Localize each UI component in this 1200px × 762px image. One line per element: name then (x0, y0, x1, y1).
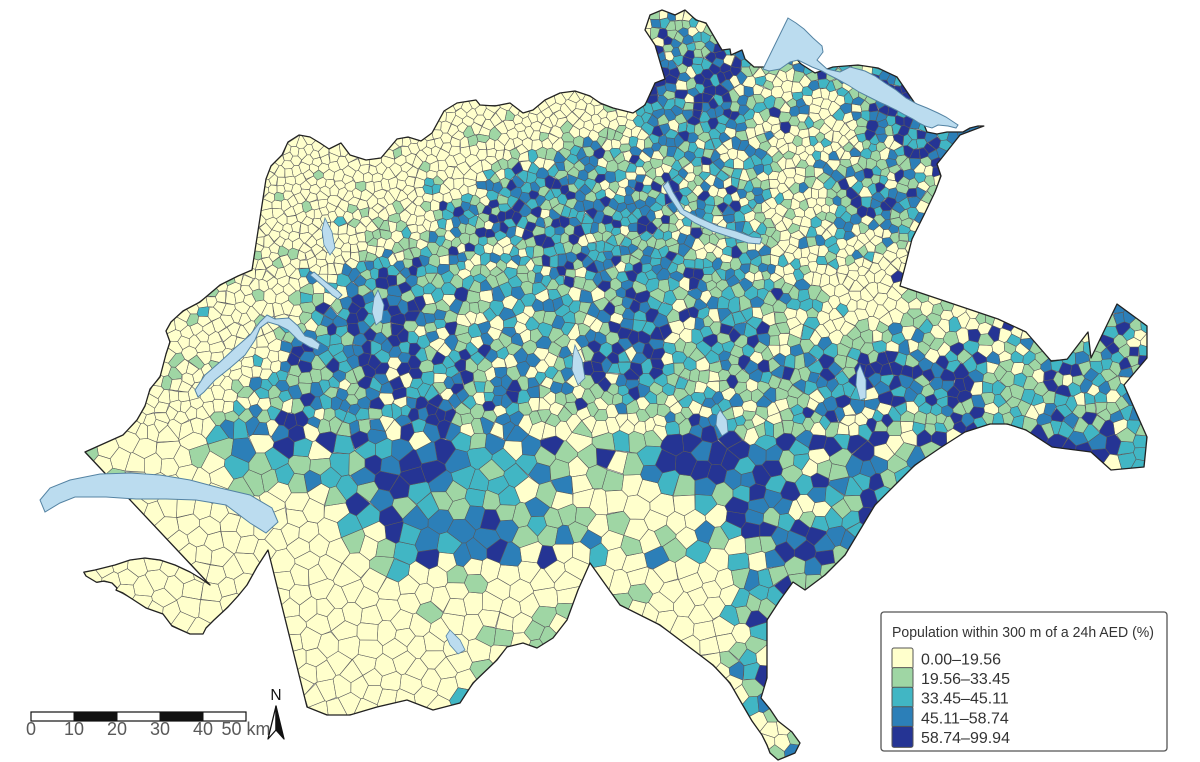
svg-text:40: 40 (193, 719, 213, 739)
svg-text:19.56–33.45: 19.56–33.45 (921, 671, 1010, 688)
svg-text:0.00–19.56: 0.00–19.56 (921, 652, 1001, 669)
svg-text:N: N (270, 687, 281, 704)
svg-text:45.11–58.74: 45.11–58.74 (921, 710, 1009, 727)
svg-text:58.74–99.94: 58.74–99.94 (921, 730, 1010, 747)
svg-text:10: 10 (64, 719, 84, 739)
svg-text:33.45–45.11: 33.45–45.11 (921, 691, 1009, 708)
svg-text:0: 0 (26, 719, 36, 739)
svg-text:Population within 300 m of a 2: Population within 300 m of a 24h AED (%) (892, 625, 1154, 641)
svg-text:20: 20 (107, 719, 127, 739)
svg-text:30: 30 (150, 719, 170, 739)
svg-text:50 km: 50 km (221, 719, 270, 739)
